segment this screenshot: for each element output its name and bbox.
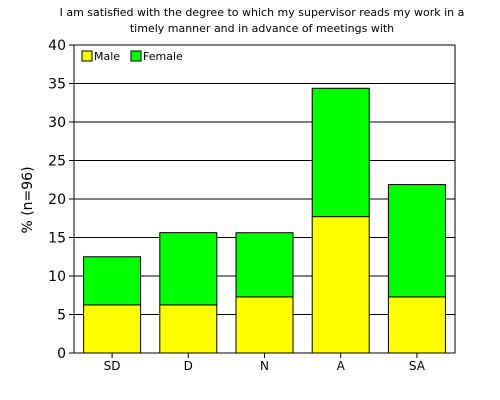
- chart-title-line-1: I am satisfied with the degree to which …: [60, 6, 465, 19]
- y-tick-label: 35: [48, 77, 66, 93]
- bar-female-sd: [83, 256, 142, 306]
- x-tick-label: A: [337, 359, 346, 373]
- x-tick-label: N: [260, 359, 269, 373]
- bar-male-n: [235, 296, 294, 354]
- y-tick-label: 0: [57, 346, 66, 362]
- bars: [83, 87, 446, 354]
- y-tick-label: 10: [48, 269, 66, 285]
- bar-female-d: [159, 232, 218, 306]
- legend-label-female: Female: [143, 50, 183, 63]
- bar-male-sd: [83, 304, 142, 354]
- y-tick-label: 25: [48, 154, 66, 170]
- y-tick-label: 30: [48, 115, 66, 131]
- legend: Male Female: [81, 50, 183, 63]
- x-axis-ticks: SD D N A SA: [104, 353, 426, 373]
- x-tick-label: SA: [409, 359, 426, 373]
- legend-label-male: Male: [94, 50, 120, 63]
- y-axis-label: % (n=96): [20, 166, 36, 233]
- bar-female-n: [235, 232, 294, 298]
- x-tick-label: D: [184, 359, 193, 373]
- bar-male-a: [311, 216, 370, 354]
- bar-female-sa: [387, 184, 446, 298]
- chart-title-line-2: timely manner and in advance of meetings…: [130, 22, 394, 35]
- legend-swatch-male: [81, 50, 93, 62]
- y-tick-label: 15: [48, 231, 66, 247]
- bar-male-sa: [387, 296, 446, 354]
- bar-female-a: [311, 87, 370, 218]
- x-tick-label: SD: [104, 359, 121, 373]
- y-tick-label: 5: [57, 308, 66, 324]
- y-axis-ticks: 0 5 10 15 20 25 30 35 40: [48, 38, 74, 362]
- y-tick-label: 40: [48, 38, 66, 54]
- y-tick-label: 20: [48, 192, 66, 208]
- chart-title: I am satisfied with the degree to which …: [60, 6, 465, 35]
- bar-male-d: [159, 304, 218, 354]
- legend-swatch-female: [130, 50, 142, 62]
